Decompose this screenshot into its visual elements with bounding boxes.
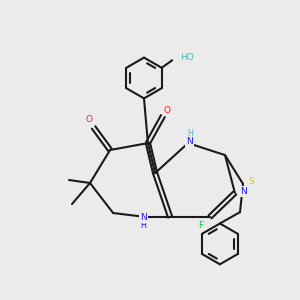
Text: O: O — [85, 116, 93, 124]
Text: S: S — [248, 177, 254, 186]
Text: O: O — [164, 106, 171, 115]
Text: H: H — [140, 221, 146, 230]
Text: N: N — [140, 213, 147, 222]
Text: HO: HO — [181, 53, 194, 62]
Text: H: H — [188, 129, 194, 138]
Text: F: F — [198, 221, 203, 230]
Text: N: N — [241, 187, 247, 196]
Text: N: N — [186, 137, 193, 146]
